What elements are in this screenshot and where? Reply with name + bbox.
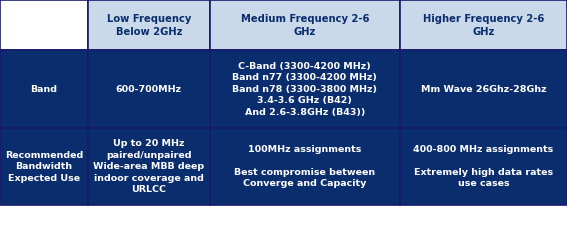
Text: Low Frequency
Below 2GHz: Low Frequency Below 2GHz [107, 14, 191, 37]
Text: 600-700MHz: 600-700MHz [116, 85, 182, 94]
Bar [0, 50, 88, 128]
Bar [0, 128, 88, 205]
Bar [88, 0, 210, 50]
Text: Recommended
Bandwidth
Expected Use: Recommended Bandwidth Expected Use [5, 151, 83, 183]
Text: C-Band (3300-4200 MHz)
Band n77 (3300-4200 MHz)
Band n78 (3300-3800 MHz)
3.4-3.6: C-Band (3300-4200 MHz) Band n77 (3300-42… [232, 62, 377, 117]
Text: Up to 20 MHz
paired/unpaired
Wide-area MBB deep
indoor coverage and
URLCC: Up to 20 MHz paired/unpaired Wide-area M… [94, 139, 204, 194]
Bar [210, 50, 400, 128]
Text: Mm Wave 26Ghz-28Ghz: Mm Wave 26Ghz-28Ghz [421, 85, 546, 94]
Text: Band: Band [31, 85, 57, 94]
Bar [400, 0, 567, 50]
Bar [210, 0, 400, 50]
Bar [210, 128, 400, 205]
Bar [0, 0, 88, 50]
Bar [400, 128, 567, 205]
Text: 400-800 MHz assignments

Extremely high data rates
use cases: 400-800 MHz assignments Extremely high d… [413, 145, 553, 189]
Text: 100MHz assignments

Best compromise between
Converge and Capacity: 100MHz assignments Best compromise betwe… [234, 145, 375, 189]
Bar [88, 50, 210, 128]
Text: Medium Frequency 2-6
GHz: Medium Frequency 2-6 GHz [240, 14, 369, 37]
Text: Higher Frequency 2-6
GHz: Higher Frequency 2-6 GHz [422, 14, 544, 37]
Bar [88, 128, 210, 205]
Bar [400, 50, 567, 128]
